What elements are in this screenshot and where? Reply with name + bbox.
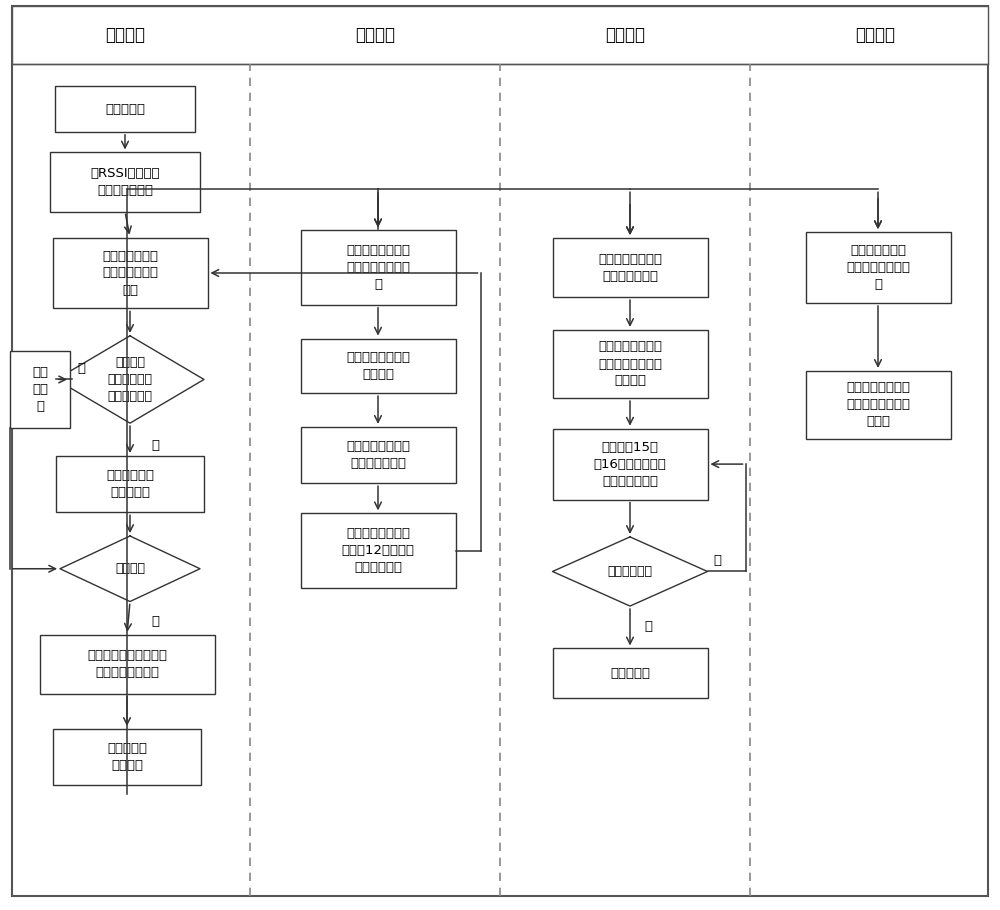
- Text: 根据最佳定位单元
用式（12）估算未
知节点的位置: 根据最佳定位单元 用式（12）估算未 知节点的位置: [342, 527, 415, 574]
- Text: 保存
数据
包: 保存 数据 包: [32, 366, 48, 413]
- Text: 否: 否: [714, 554, 722, 567]
- Text: 将四个信标节点一
组作为一个定位单
元: 将四个信标节点一 组作为一个定位单 元: [346, 244, 410, 291]
- Text: 对累计跳距
进行修正: 对累计跳距 进行修正: [107, 743, 147, 772]
- Text: 将第二阶段计算出
的位置作为拟牛顿
法的初值: 将第二阶段计算出 的位置作为拟牛顿 法的初值: [598, 340, 662, 388]
- Text: 第一阶段: 第一阶段: [105, 26, 145, 45]
- Text: 是: 是: [151, 615, 159, 628]
- Polygon shape: [60, 536, 200, 602]
- Text: 否: 否: [77, 362, 85, 375]
- Text: 计算每个定位单元
的共面度: 计算每个定位单元 的共面度: [346, 351, 410, 380]
- Text: 第二阶段: 第二阶段: [355, 26, 395, 45]
- Polygon shape: [56, 336, 204, 423]
- Text: 采用式（15）
（16）进行拟牛顿
法进行迭代计算: 采用式（15） （16）进行拟牛顿 法进行迭代计算: [594, 440, 666, 488]
- Text: 是否已接
收过同一信标
节点的数据包: 是否已接 收过同一信标 节点的数据包: [108, 356, 152, 403]
- Bar: [53, 729, 201, 785]
- Bar: [300, 230, 456, 305]
- Bar: [300, 513, 456, 588]
- Bar: [300, 427, 456, 483]
- Text: 计算未知节点和信标节
点之间的累计跳距: 计算未知节点和信标节 点之间的累计跳距: [87, 650, 167, 679]
- Bar: [50, 152, 200, 211]
- Bar: [53, 238, 208, 308]
- Text: 是: 是: [151, 440, 159, 452]
- Text: 用RSSI测量相邻
节点之间的距离: 用RSSI测量相邻 节点之间的距离: [90, 167, 160, 197]
- Bar: [806, 371, 950, 439]
- Text: 是: 是: [644, 620, 652, 632]
- Bar: [55, 86, 195, 132]
- Text: 基于共面度原则选
择最佳定位单元: 基于共面度原则选 择最佳定位单元: [346, 440, 410, 470]
- Bar: [12, 6, 988, 64]
- Bar: [806, 232, 950, 303]
- Text: 第三阶段: 第三阶段: [605, 26, 645, 45]
- Text: 初始化工作: 初始化工作: [105, 103, 145, 116]
- Text: 将定位问题转化为
无约束优化问题: 将定位问题转化为 无约束优化问题: [598, 253, 662, 282]
- Text: 广播结束: 广播结束: [115, 562, 145, 575]
- Text: 保存较小的计
数器跳数值: 保存较小的计 数器跳数值: [106, 470, 154, 499]
- Bar: [552, 238, 708, 297]
- Text: 将第一轮未成功定
位的节点进行第二
轮定位: 将第一轮未成功定 位的节点进行第二 轮定位: [846, 381, 910, 429]
- Text: 接收和转发已接
收到的信标节点
信息: 接收和转发已接 收到的信标节点 信息: [102, 249, 158, 297]
- Bar: [40, 635, 214, 693]
- Bar: [10, 351, 70, 429]
- Text: 第四阶段: 第四阶段: [855, 26, 895, 45]
- Bar: [552, 429, 708, 500]
- Polygon shape: [552, 537, 708, 606]
- Text: 将已经出位置的
节点升级为信标节
点: 将已经出位置的 节点升级为信标节 点: [846, 244, 910, 291]
- Bar: [552, 330, 708, 399]
- Bar: [300, 339, 456, 393]
- Text: 得出最优解: 得出最优解: [610, 667, 650, 680]
- Bar: [56, 456, 204, 512]
- Text: 满足精度要求: 满足精度要求: [608, 565, 652, 578]
- Bar: [552, 648, 708, 699]
